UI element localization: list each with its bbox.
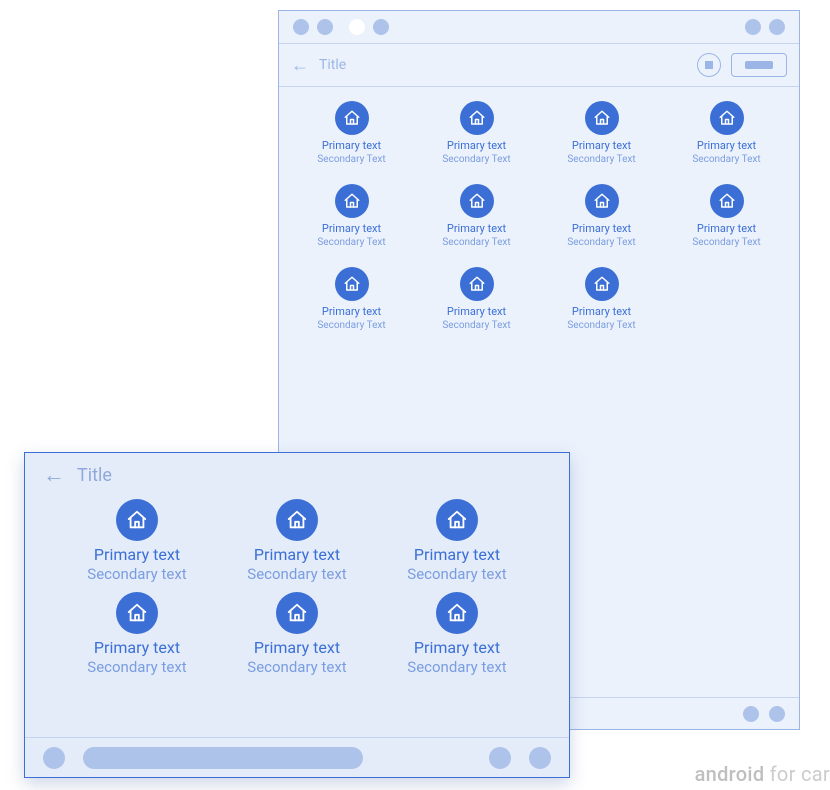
tile-secondary: Secondary text xyxy=(407,658,506,677)
grid-tile[interactable]: Primary textSecondary Text xyxy=(539,267,664,332)
home-icon xyxy=(710,184,744,218)
tile-secondary: Secondary Text xyxy=(567,236,635,249)
home-icon xyxy=(335,184,369,218)
home-icon xyxy=(585,184,619,218)
home-icon xyxy=(436,592,478,634)
tile-secondary: Secondary Text xyxy=(692,153,760,166)
tile-primary: Primary text xyxy=(414,638,500,658)
back-arrow-icon[interactable]: ← xyxy=(291,55,309,76)
tile-primary: Primary text xyxy=(94,638,180,658)
grid-tile[interactable]: Primary textSecondary text xyxy=(389,499,525,584)
grid-tile[interactable]: Primary textSecondary text xyxy=(69,592,205,677)
nav-bar xyxy=(25,737,569,777)
tile-primary: Primary text xyxy=(572,305,631,319)
tile-secondary: Secondary Text xyxy=(442,319,510,332)
grid-tile[interactable]: Primary textSecondary Text xyxy=(664,184,789,249)
grid-small: Primary textSecondary text Primary textS… xyxy=(25,497,569,677)
tile-secondary: Secondary Text xyxy=(692,236,760,249)
tile-primary: Primary text xyxy=(572,139,631,153)
tile-secondary: Secondary text xyxy=(247,565,346,584)
nav-pill[interactable] xyxy=(83,747,363,769)
toolbar: ← Title xyxy=(25,453,569,497)
grid-tile[interactable]: Primary textSecondary text xyxy=(229,592,365,677)
status-dot-icon xyxy=(745,19,761,35)
home-icon xyxy=(276,499,318,541)
grid-tile[interactable]: Primary textSecondary Text xyxy=(539,184,664,249)
grid-tile[interactable]: Primary textSecondary Text xyxy=(289,184,414,249)
grid-tile[interactable]: Primary textSecondary Text xyxy=(414,267,539,332)
home-icon xyxy=(585,101,619,135)
back-arrow-icon[interactable]: ← xyxy=(43,462,65,488)
tile-primary: Primary text xyxy=(322,222,381,236)
tile-primary: Primary text xyxy=(94,545,180,565)
grid-tile[interactable]: Primary textSecondary Text xyxy=(289,267,414,332)
status-dot-icon xyxy=(293,19,309,35)
tile-secondary: Secondary Text xyxy=(317,236,385,249)
tile-primary: Primary text xyxy=(322,305,381,319)
tile-primary: Primary text xyxy=(254,545,340,565)
page-title: Title xyxy=(77,465,112,486)
status-dot-active-icon xyxy=(349,19,365,35)
tile-secondary: Secondary Text xyxy=(442,236,510,249)
tile-primary: Primary text xyxy=(254,638,340,658)
tile-secondary: Secondary Text xyxy=(442,153,510,166)
tile-secondary: Secondary text xyxy=(87,565,186,584)
status-dot-icon xyxy=(769,19,785,35)
grid-tile[interactable]: Primary textSecondary Text xyxy=(664,101,789,166)
tile-secondary: Secondary Text xyxy=(317,153,385,166)
window-small: ← Title Primary textSecondary text Prima… xyxy=(24,452,570,778)
toolbar: ← Title xyxy=(279,43,799,87)
stop-icon xyxy=(705,61,713,69)
tile-primary: Primary text xyxy=(447,139,506,153)
home-icon xyxy=(436,499,478,541)
grid-tile[interactable]: Primary textSecondary text xyxy=(229,499,365,584)
nav-dot-icon[interactable] xyxy=(489,747,511,769)
tile-secondary: Secondary text xyxy=(407,565,506,584)
home-icon xyxy=(460,184,494,218)
stop-button[interactable] xyxy=(697,53,721,77)
home-icon xyxy=(585,267,619,301)
tile-primary: Primary text xyxy=(414,545,500,565)
home-icon xyxy=(460,267,494,301)
tile-secondary: Secondary Text xyxy=(567,319,635,332)
grid-tile[interactable]: Primary textSecondary Text xyxy=(539,101,664,166)
home-icon xyxy=(116,499,158,541)
watermark-rest: for car xyxy=(764,762,830,786)
tile-primary: Primary text xyxy=(447,222,506,236)
home-icon xyxy=(276,592,318,634)
action-button-label-placeholder xyxy=(745,61,773,69)
watermark-bold: android xyxy=(695,762,765,786)
tile-secondary: Secondary text xyxy=(247,658,346,677)
home-icon xyxy=(460,101,494,135)
status-dot-icon xyxy=(373,19,389,35)
tile-secondary: Secondary Text xyxy=(567,153,635,166)
home-icon xyxy=(710,101,744,135)
tile-primary: Primary text xyxy=(322,139,381,153)
home-icon xyxy=(116,592,158,634)
grid-tile[interactable]: Primary textSecondary Text xyxy=(414,101,539,166)
watermark: android for car xyxy=(695,762,830,786)
nav-dot-icon[interactable] xyxy=(529,747,551,769)
tile-secondary: Secondary Text xyxy=(317,319,385,332)
grid-tile[interactable]: Primary textSecondary text xyxy=(389,592,525,677)
home-icon xyxy=(335,101,369,135)
tile-primary: Primary text xyxy=(697,139,756,153)
grid-tile[interactable]: Primary textSecondary text xyxy=(69,499,205,584)
page-title: Title xyxy=(319,57,697,73)
tile-primary: Primary text xyxy=(697,222,756,236)
status-dot-icon xyxy=(317,19,333,35)
grid-large: Primary textSecondary Text Primary textS… xyxy=(279,87,799,332)
tile-primary: Primary text xyxy=(447,305,506,319)
nav-dot-icon[interactable] xyxy=(43,747,65,769)
status-bar xyxy=(279,11,799,43)
grid-tile[interactable]: Primary textSecondary Text xyxy=(289,101,414,166)
home-icon xyxy=(335,267,369,301)
action-button[interactable] xyxy=(731,53,787,77)
tile-secondary: Secondary text xyxy=(87,658,186,677)
grid-tile[interactable]: Primary textSecondary Text xyxy=(414,184,539,249)
nav-dot-icon[interactable] xyxy=(743,706,759,722)
tile-primary: Primary text xyxy=(572,222,631,236)
nav-dot-icon[interactable] xyxy=(769,706,785,722)
